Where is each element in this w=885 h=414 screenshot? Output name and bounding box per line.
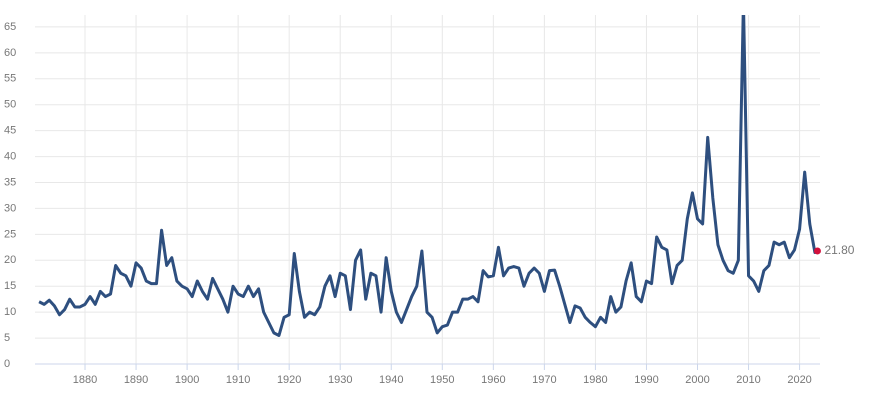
x-tick-label: 1900 xyxy=(175,374,199,386)
value-label: 21.80 xyxy=(824,243,854,257)
y-tick-label: 20 xyxy=(4,254,16,266)
y-tick-label: 55 xyxy=(4,73,16,85)
y-tick-label: 60 xyxy=(4,47,16,59)
y-tick-label: 10 xyxy=(4,306,16,318)
x-tick-label: 1930 xyxy=(328,374,352,386)
y-tick-label: 15 xyxy=(4,280,16,292)
highlight-point xyxy=(813,247,821,255)
y-tick-label: 25 xyxy=(4,228,16,240)
x-tick-label: 1990 xyxy=(634,374,658,386)
x-tick-label: 1960 xyxy=(481,374,505,386)
y-tick-label: 50 xyxy=(4,99,16,111)
y-tick-label: 45 xyxy=(4,125,16,137)
x-tick-label: 2000 xyxy=(685,374,709,386)
y-tick-label: 0 xyxy=(4,358,10,370)
x-tick-label: 1950 xyxy=(430,374,454,386)
y-tick-label: 35 xyxy=(4,176,16,188)
x-tick-label: 1940 xyxy=(379,374,403,386)
x-tick-label: 1980 xyxy=(583,374,607,386)
x-tick-label: 2010 xyxy=(736,374,760,386)
x-tick-label: 1970 xyxy=(532,374,556,386)
x-tick-label: 1880 xyxy=(73,374,97,386)
y-tick-label: 30 xyxy=(4,202,16,214)
x-tick-label: 2020 xyxy=(787,374,811,386)
y-tick-label: 5 xyxy=(4,332,10,344)
y-tick-label: 65 xyxy=(4,21,16,33)
line xyxy=(38,15,819,337)
y-tick-label: 40 xyxy=(4,150,16,162)
x-tick-label: 1910 xyxy=(226,374,250,386)
x-tick-label: 1920 xyxy=(277,374,301,386)
x-tick-label: 1890 xyxy=(124,374,148,386)
